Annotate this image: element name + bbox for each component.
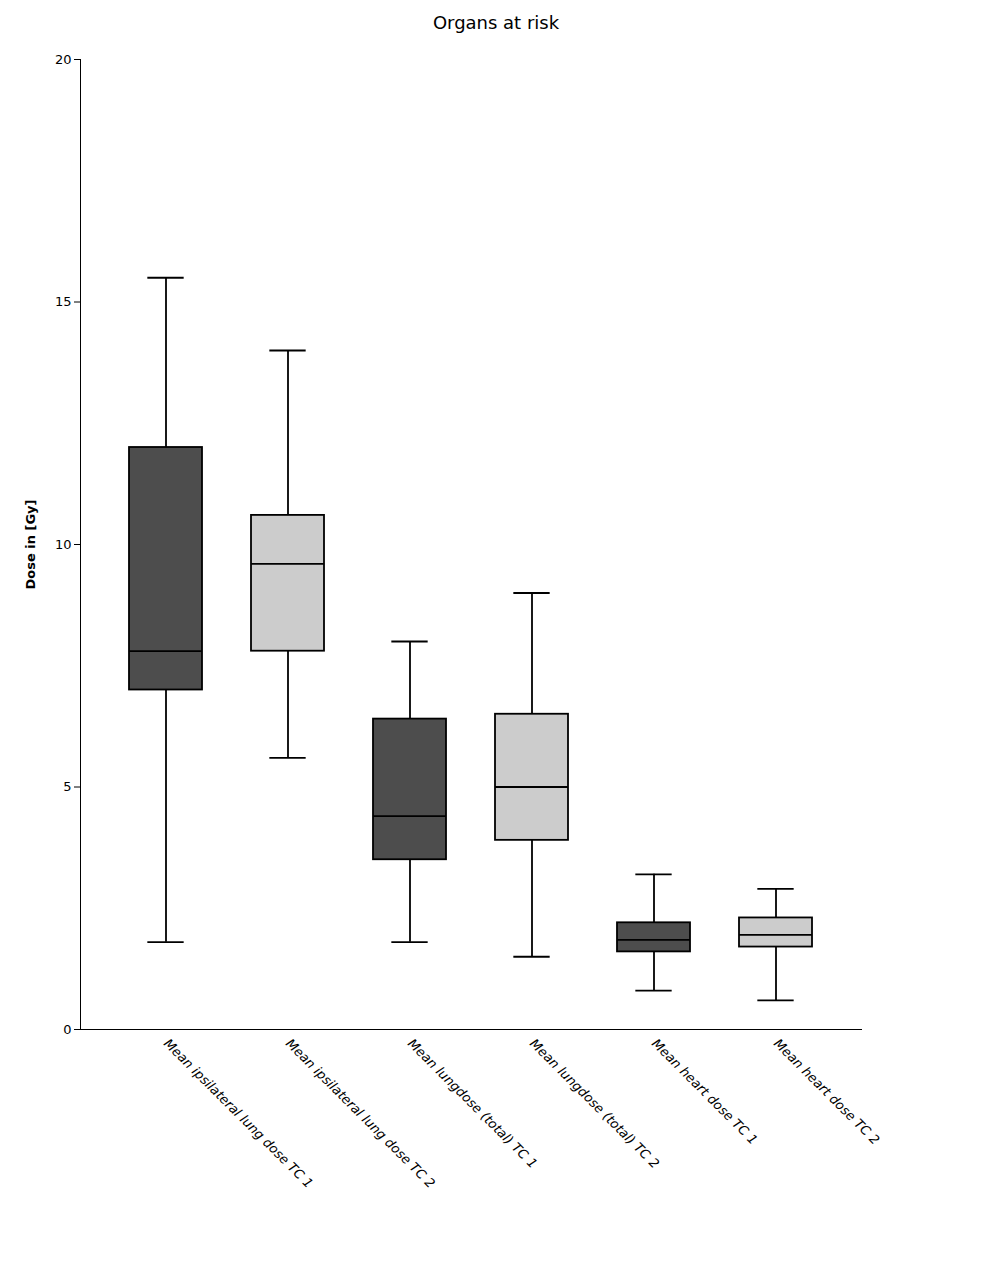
svg-text:Mean ipsilateral lung dose TC: Mean ipsilateral lung dose TC 2 [283,1036,438,1191]
svg-text:Mean heart dose TC 1: Mean heart dose TC 1 [649,1036,761,1148]
svg-text:Mean heart dose TC 2: Mean heart dose TC 2 [771,1036,883,1148]
svg-text:Mean ipsilateral lung dose TC: Mean ipsilateral lung dose TC 1 [161,1036,316,1191]
svg-text:15: 15 [55,294,72,309]
svg-text:0: 0 [63,1022,71,1037]
svg-text:Mean lungdose (total) TC 2: Mean lungdose (total) TC 2 [527,1036,662,1171]
svg-text:10: 10 [55,537,72,552]
html-text:Organs at risk: Organs at risk [432,12,560,33]
svg-text:20: 20 [55,52,72,67]
svg-text:Mean lungdose (total) TC 1: Mean lungdose (total) TC 1 [405,1036,540,1171]
svg-text:Dose in [Gy]: Dose in [Gy] [23,499,38,589]
svg-text:5: 5 [63,779,71,794]
